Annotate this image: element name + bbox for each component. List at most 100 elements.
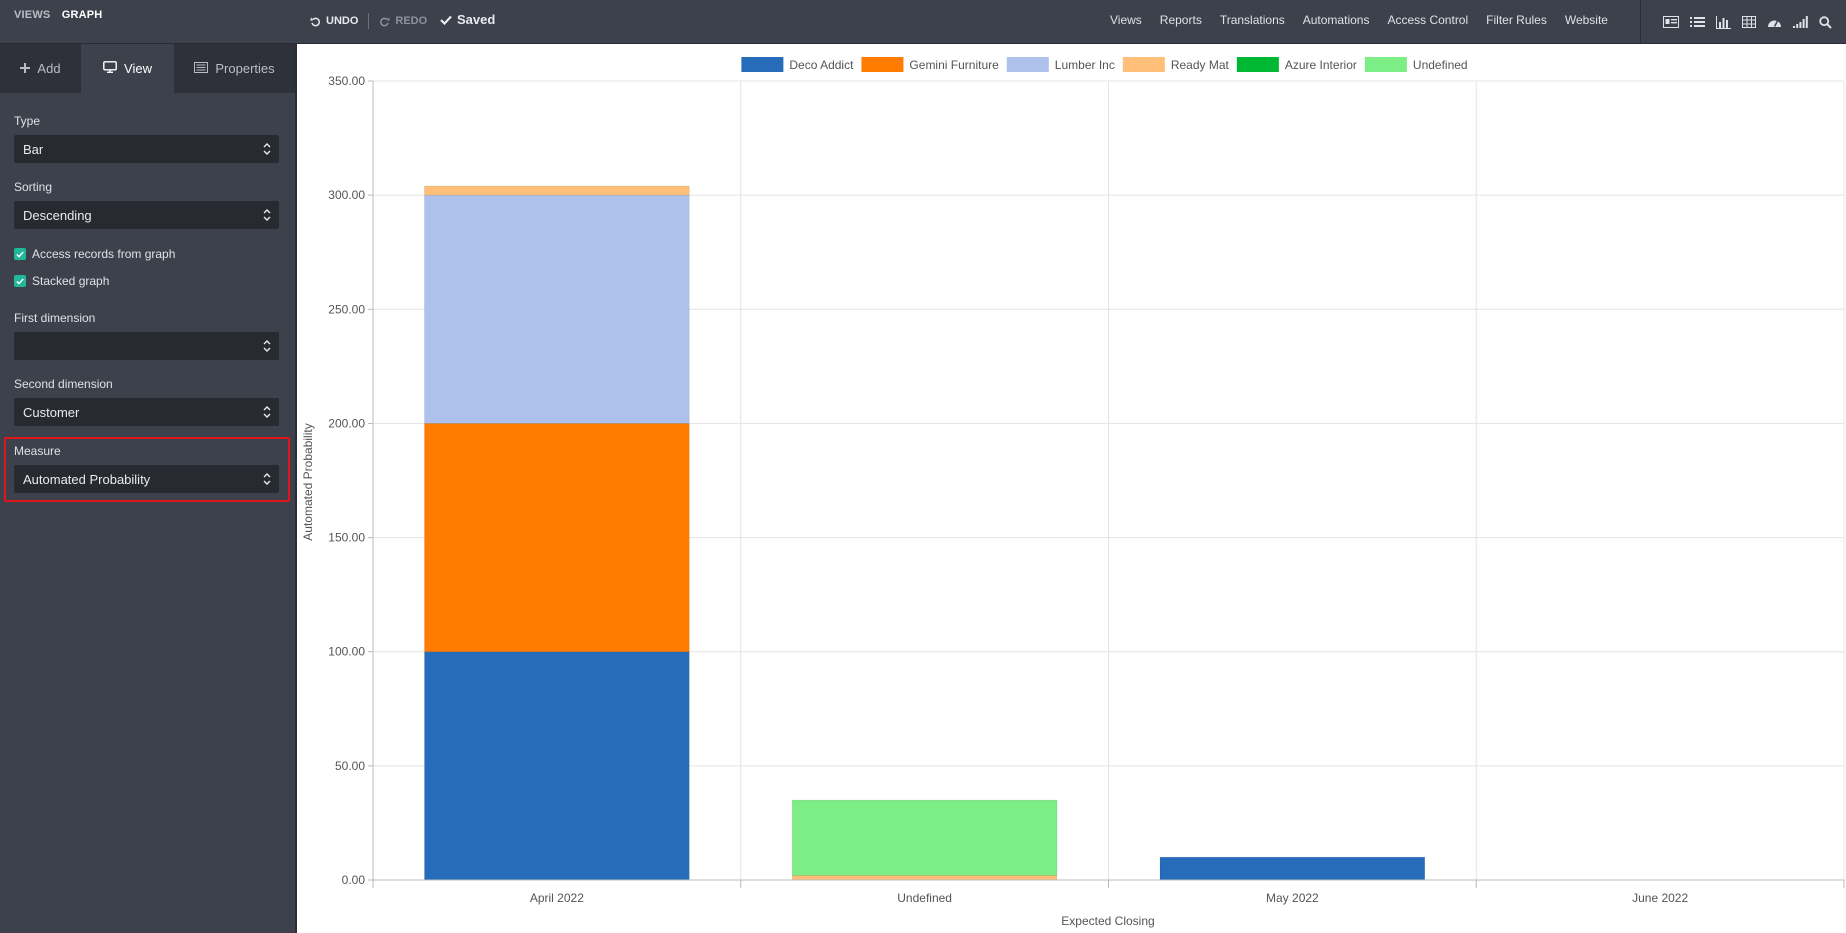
legend-label: Deco Addict [789,58,854,72]
bar-april-2022-lumber-inc[interactable] [424,194,690,424]
sorting-select[interactable]: Descending [14,201,279,229]
tab-properties-label: Properties [215,61,275,76]
checkbox-checked-icon [14,275,26,287]
legend-label: Ready Mat [1171,58,1230,72]
redo-icon [380,16,391,26]
undo-redo-group: UNDO REDO [310,13,427,29]
tab-properties[interactable]: Properties [174,44,295,93]
nav-website[interactable]: Website [1564,13,1608,27]
x-axis-title: Expected Closing [1061,914,1154,928]
select-arrows-icon [263,143,271,155]
sidebar: Add View Properties Type Bar Sorting Des… [0,44,297,933]
legend-swatch [741,57,784,72]
y-tick-label: 300.00 [328,188,365,202]
saved-status: Saved [440,12,495,27]
undo-label: UNDO [326,15,359,27]
y-tick-label: 200.00 [328,416,365,430]
x-tick-label-april-2022: April 2022 [530,891,584,905]
redo-label: REDO [395,15,428,27]
y-tick-label: 350.00 [328,74,365,88]
graph-view: Deco Addict Gemini Furniture Lumber Inc Rea… [299,44,1846,933]
first-dimension-label: First dimension [14,311,96,325]
legend-item-lumber-inc[interactable]: Lumber Inc [1006,57,1115,72]
toolbar-divider [368,13,370,29]
bar-april-2022-gemini-furniture[interactable] [424,423,690,653]
checkbox-checked-icon [14,248,26,260]
access-records-checkbox[interactable]: Access records from graph [14,247,175,261]
legend-item-gemini-furniture[interactable]: Gemini Furniture [861,57,999,72]
redo-button[interactable]: REDO [379,15,427,27]
legend-item-undefined[interactable]: Undefined [1364,57,1468,72]
y-axis-title: Automated Probability [301,423,315,540]
access-records-label: Access records from graph [32,247,176,261]
nav-filter-rules[interactable]: Filter Rules [1486,13,1547,27]
measure-label: Measure [14,444,61,458]
nav-reports[interactable]: Reports [1159,13,1202,27]
bar-april-2022-ready-mat[interactable] [424,185,690,196]
bar-april-2022-deco-addict[interactable] [424,651,690,881]
bar-undefined-undefined[interactable] [791,799,1058,876]
measure-highlight-box [4,437,290,502]
second-dimension-select[interactable]: Customer [14,398,279,426]
nav-automations[interactable]: Automations [1302,13,1370,27]
check-icon [440,15,452,25]
chart-legend: Deco Addict Gemini Furniture Lumber Inc Rea… [741,57,1468,72]
properties-icon [194,61,209,76]
y-tick-label: 0.00 [342,873,366,887]
legend-item-azure-interior[interactable]: Azure Interior [1236,57,1357,72]
monitor-icon [103,61,117,76]
nav-access-control[interactable]: Access Control [1387,13,1469,27]
cohort-view-icon[interactable] [1793,16,1808,28]
legend-item-ready-mat[interactable]: Ready Mat [1122,57,1230,72]
graph-view-icon[interactable] [1716,15,1731,29]
list-view-icon[interactable] [1690,16,1705,28]
dashboard-view-icon[interactable] [1767,16,1782,28]
sorting-value: Descending [23,207,92,223]
sorting-label: Sorting [14,180,53,194]
legend-item-deco-addict[interactable]: Deco Addict [741,57,854,72]
legend-swatch [1006,57,1049,72]
sidebar-tabs: Add View Properties [0,44,295,93]
tab-view-label: View [124,61,152,76]
tab-add[interactable]: Add [0,44,81,93]
legend-label: Gemini Furniture [909,58,999,72]
stacked-graph-label: Stacked graph [32,274,110,288]
undo-icon [310,16,320,26]
bar-undefined-ready-mat[interactable] [791,875,1058,881]
form-view-icon[interactable] [1663,16,1679,28]
stacked-graph-checkbox[interactable]: Stacked graph [14,274,109,288]
pivot-view-icon[interactable] [1742,16,1756,28]
search-icon[interactable] [1819,15,1832,29]
legend-label: Azure Interior [1285,58,1357,72]
legend-swatch [1122,57,1165,72]
breadcrumb: VIEWS GRAPH [14,9,102,21]
type-label: Type [14,114,41,128]
tab-add-label: Add [37,61,61,76]
first-dimension-select[interactable] [14,332,279,360]
plus-icon [20,61,31,76]
y-tick-label: 250.00 [328,302,365,316]
legend-label: Undefined [1413,58,1468,72]
nav-translations[interactable]: Translations [1219,13,1285,27]
tab-view[interactable]: View [81,44,174,93]
bar-may-2022-deco-addict[interactable] [1159,856,1426,881]
y-tick-label: 100.00 [328,645,365,659]
x-tick-label-undefined: Undefined [897,891,952,905]
chart-axes: 0.00 50.00 100.00 150.00 200.00 250.00 300.00 3… [328,74,1845,905]
select-arrows-icon [263,406,271,418]
second-dimension-value: Customer [23,404,80,420]
select-arrows-icon [263,209,271,221]
legend-label: Lumber Inc [1055,58,1115,72]
measure-select[interactable]: Automated Probability [14,465,279,493]
type-select[interactable]: Bar [14,135,279,163]
undo-button[interactable]: UNDO [310,15,358,27]
legend-swatch [1364,57,1407,72]
x-tick-label-may-2022: May 2022 [1266,891,1319,905]
breadcrumb-views[interactable]: VIEWS [14,9,51,21]
select-arrows-icon [263,340,271,352]
type-value: Bar [23,141,44,157]
top-nav: Views Reports Translations Automations A… [1110,13,1608,27]
top-bar: VIEWS GRAPH UNDO REDO Saved Views Report… [0,0,1846,44]
y-tick-label: 50.00 [335,759,365,773]
nav-views[interactable]: Views [1110,13,1142,27]
